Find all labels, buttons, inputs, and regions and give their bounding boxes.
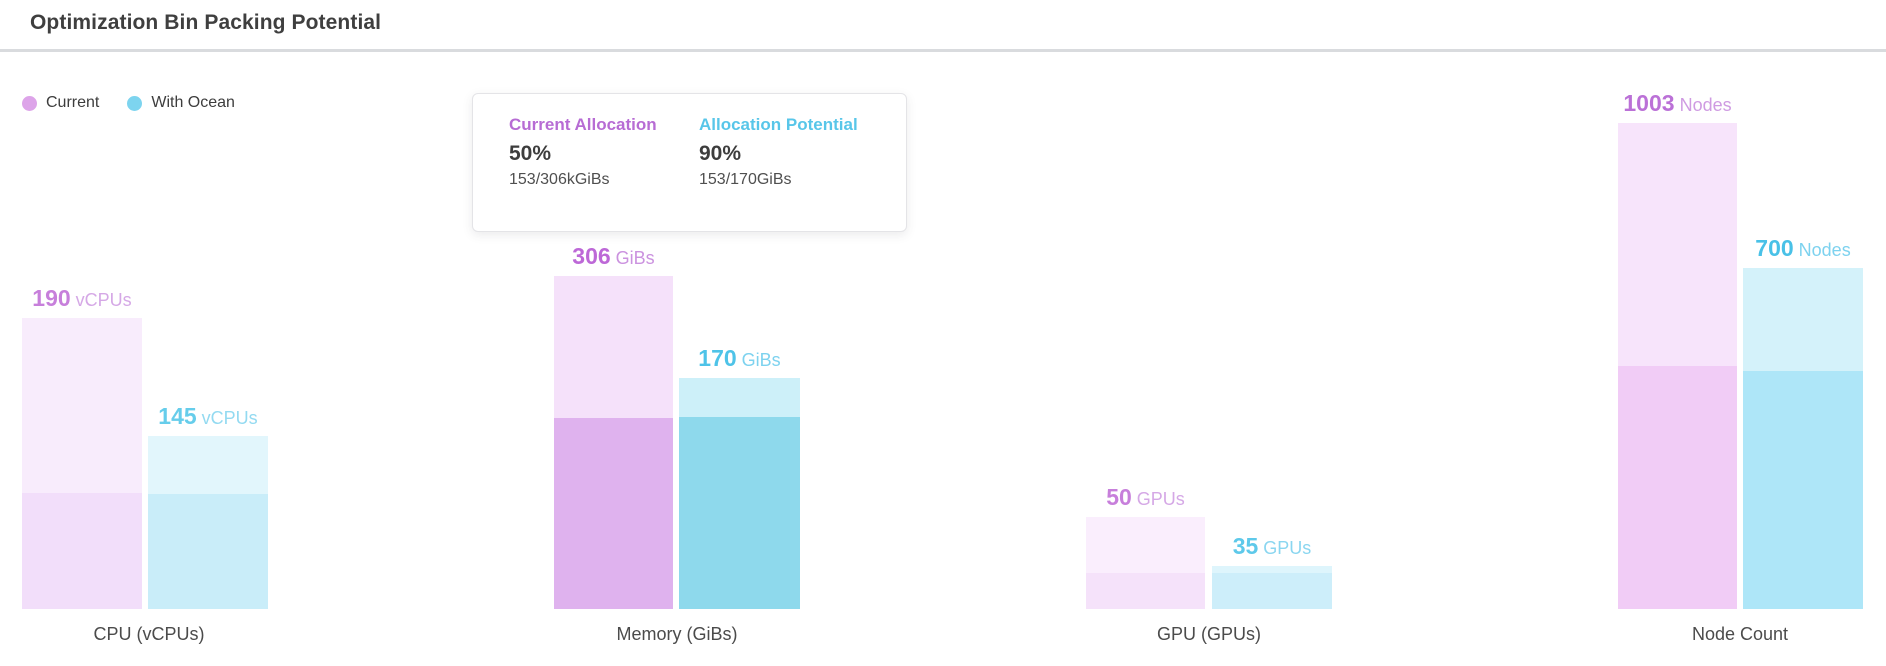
tooltip-potential-percent: 90% [699, 142, 742, 165]
tooltip-current-allocation: Current Allocation 50% 153/306kGiBs [509, 115, 669, 231]
bar-current-memory-gibs[interactable] [554, 276, 673, 609]
tooltip-potential-title: Allocation Potential [699, 115, 858, 134]
bar-current-cpu-vcpus[interactable] [22, 318, 142, 609]
current-series-dot-icon [22, 95, 37, 111]
bar-value-number: 190 [32, 285, 71, 311]
bar-value-label-with-ocean-cpu-vcpus: 145 vCPUs [158, 403, 257, 433]
legend-item-with-ocean[interactable]: With Ocean [127, 94, 235, 112]
bar-used-segment-with-ocean-cpu-vcpus [148, 494, 268, 609]
bar-value-label-current-gpu-gpus: 50 GPUs [1106, 484, 1185, 514]
header-divider [0, 49, 1886, 52]
bar-value-unit: vCPUs [196, 408, 258, 428]
chart-tooltip: Current Allocation 50% 153/306kGiBs Allo… [472, 93, 907, 232]
bar-used-segment-current-gpu-gpus [1086, 573, 1205, 609]
bar-value-unit: GPUs [1258, 538, 1312, 558]
tooltip-potential-detail: 153/170GiBs [699, 171, 792, 188]
legend-label: Current [46, 94, 100, 111]
bar-value-number: 50 [1106, 484, 1132, 510]
bar-value-unit: Nodes [1674, 95, 1732, 115]
bar-with-ocean-gpu-gpus[interactable] [1212, 566, 1332, 609]
bar-value-number: 700 [1755, 235, 1794, 261]
bar-used-segment-with-ocean-node-count [1743, 371, 1863, 609]
bar-used-segment-with-ocean-memory-gibs [679, 417, 800, 609]
category-label-memory-gibs: Memory (GiBs) [616, 624, 738, 644]
bar-value-number: 35 [1232, 533, 1259, 559]
chart-legend: Current With Ocean [22, 94, 235, 112]
bar-value-unit: GPUs [1131, 489, 1185, 509]
bar-with-ocean-memory-gibs[interactable] [679, 378, 800, 609]
legend-label: With Ocean [151, 94, 235, 111]
page-title: Optimization Bin Packing Potential [30, 11, 382, 34]
tooltip-allocation-potential: Allocation Potential 90% 153/170GiBs [699, 115, 859, 231]
bar-value-unit: GiBs [736, 350, 781, 370]
bar-value-label-current-node-count: 1003 Nodes [1623, 90, 1731, 120]
bar-value-label-current-memory-gibs: 306 GiBs [572, 243, 654, 273]
category-label-cpu-vcpus: CPU (vCPUs) [93, 624, 205, 644]
bar-current-node-count[interactable] [1618, 123, 1737, 609]
bar-value-unit: GiBs [610, 248, 655, 268]
bar-value-unit: Nodes [1793, 240, 1851, 260]
category-label-gpu-gpus: GPU (GPUs) [1156, 624, 1262, 644]
bar-used-segment-with-ocean-gpu-gpus [1212, 573, 1332, 609]
bar-value-number: 306 [572, 243, 611, 269]
bar-value-number: 170 [698, 345, 737, 371]
tooltip-current-title: Current Allocation [509, 115, 657, 134]
bar-used-segment-current-memory-gibs [554, 418, 673, 609]
bar-value-label-with-ocean-memory-gibs: 170 GiBs [698, 345, 780, 375]
bar-used-segment-current-cpu-vcpus [22, 493, 142, 609]
bar-with-ocean-node-count[interactable] [1743, 268, 1863, 609]
legend-item-current[interactable]: Current [22, 94, 99, 112]
bar-value-number: 145 [158, 403, 197, 429]
bar-used-segment-current-node-count [1618, 366, 1737, 609]
panel-header: Optimization Bin Packing Potential [0, 0, 1886, 52]
bar-current-gpu-gpus[interactable] [1086, 517, 1205, 609]
bar-value-label-with-ocean-gpu-gpus: 35 GPUs [1233, 533, 1312, 563]
bar-value-number: 1003 [1623, 90, 1675, 116]
category-label-node-count: Node Count [1691, 624, 1789, 644]
tooltip-current-detail: 153/306kGiBs [509, 171, 610, 188]
bar-value-label-current-cpu-vcpus: 190 vCPUs [32, 285, 131, 315]
with-ocean-series-dot-icon [127, 95, 143, 111]
bar-value-label-with-ocean-node-count: 700 Nodes [1755, 235, 1850, 265]
tooltip-current-percent: 50% [509, 142, 552, 165]
bar-value-unit: vCPUs [70, 290, 132, 310]
bar-with-ocean-cpu-vcpus[interactable] [148, 436, 268, 609]
